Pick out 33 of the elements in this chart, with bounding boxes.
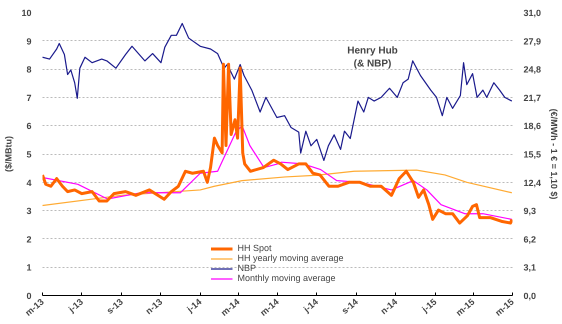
y2-axis-title: (€/MWh - 1 € = 1,10 $) <box>549 108 560 200</box>
y2-tick-label: 6,2 <box>524 234 536 244</box>
y-tick-label: 0 <box>26 291 32 301</box>
legend-label: HH Spot <box>237 243 272 253</box>
x-tick-label: s-13 <box>104 296 125 316</box>
y-axis-title: ($/MBtu) <box>3 136 14 172</box>
y2-tick-label: 31,0 <box>524 8 542 18</box>
y2-tick-label: 18,6 <box>524 121 542 132</box>
legend-label: NBP <box>237 263 257 273</box>
y-tick-label: 10 <box>21 8 32 18</box>
y2-tick-label: 3,1 <box>524 262 536 273</box>
y2-tick-label: 9,3 <box>524 206 536 216</box>
y-tick-label: 3 <box>26 206 32 216</box>
line-series <box>42 22 512 161</box>
legend-label: Monthly moving average <box>237 273 336 283</box>
y2-tick-label: 12,4 <box>524 178 542 188</box>
text: Henry Hub (& NBP) <box>347 46 398 70</box>
line-series <box>42 170 512 206</box>
y-tick-label: 7 <box>26 92 32 103</box>
y-tick-label: 8 <box>26 64 32 75</box>
y-tick-label: 9 <box>26 36 32 46</box>
y-tick-label: 4 <box>26 178 32 188</box>
y-tick-label: 2 <box>26 234 32 244</box>
y2-tick-label: 15,5 <box>524 150 542 160</box>
y2-tick-label: 0,0 <box>524 291 536 301</box>
y2-tick-label: 24,8 <box>524 64 542 75</box>
y-tick-label: 1 <box>26 262 32 273</box>
y2-tick-label: 27,9 <box>524 36 542 46</box>
y-tick-label: 5 <box>26 150 32 160</box>
y-tick-label: 6 <box>26 121 32 132</box>
line-series <box>42 125 512 220</box>
legend-label: HH yearly moving average <box>237 253 344 263</box>
y2-tick-label: 21,7 <box>524 92 542 103</box>
